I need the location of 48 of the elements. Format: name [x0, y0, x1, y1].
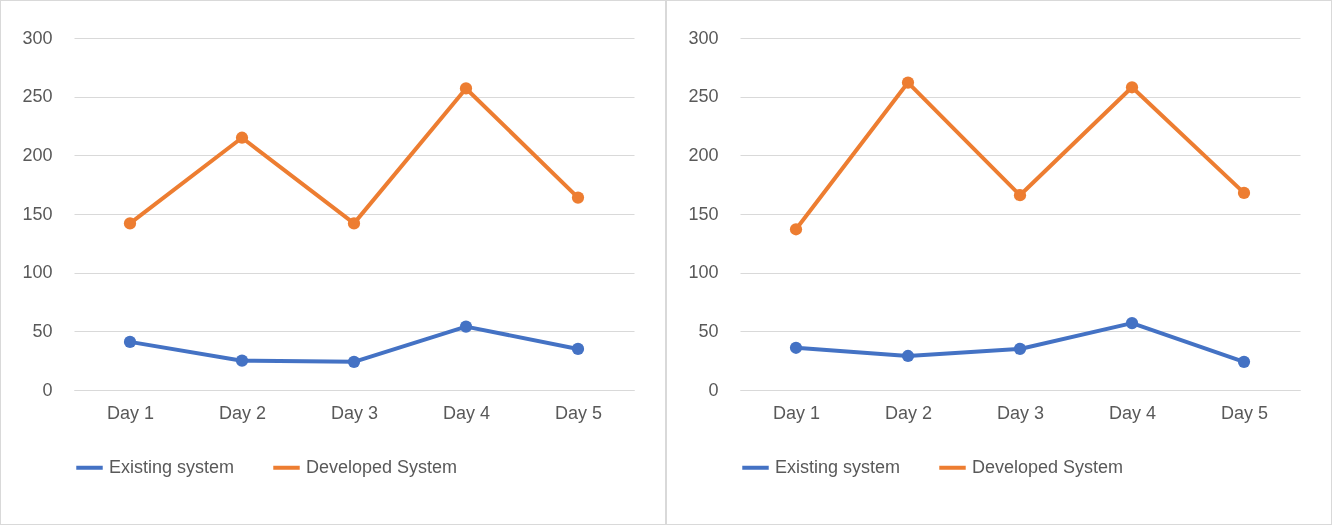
point [235, 131, 249, 144]
y-tick-label: 0 [42, 379, 53, 400]
y-tick-label: 250 [688, 86, 719, 107]
legend-label: Existing system [109, 456, 235, 477]
point [1013, 189, 1027, 202]
y-tick-label: 300 [688, 27, 719, 48]
point [789, 223, 803, 236]
x-tick-label: Day 2 [884, 402, 933, 423]
y-tick-label: 250 [22, 86, 53, 107]
y-tick-label: 50 [32, 320, 53, 341]
x-tick-label: Day 3 [996, 402, 1045, 423]
point [789, 341, 803, 354]
point [1125, 81, 1139, 94]
y-tick-label: 150 [22, 203, 53, 224]
x-tick-label: Day 4 [1108, 402, 1157, 423]
x-tick-label: Day 3 [330, 402, 379, 423]
point [123, 335, 137, 349]
y-tick-label: 100 [22, 262, 53, 283]
legend-label: Developed System [972, 456, 1124, 477]
y-tick-label: 100 [688, 262, 719, 283]
x-tick-label: Day 4 [442, 402, 491, 423]
y-tick-label: 200 [688, 144, 719, 165]
legend-label: Existing system [775, 456, 901, 477]
x-tick-label: Day 1 [772, 402, 821, 423]
x-tick-label: Day 5 [554, 402, 603, 423]
x-tick-label: Day 2 [218, 402, 267, 423]
x-tick-label: Day 1 [106, 402, 155, 423]
y-tick-label: 300 [22, 27, 53, 48]
legend-label: Developed System [306, 456, 458, 477]
point [347, 355, 361, 368]
y-tick-label: 200 [22, 144, 53, 165]
point [571, 191, 585, 204]
y-tick-label: 50 [698, 320, 719, 341]
x-tick-label: Day 5 [1220, 402, 1269, 423]
point [571, 342, 585, 356]
point [1013, 342, 1027, 356]
point [123, 217, 137, 230]
point [1237, 186, 1251, 199]
point [459, 82, 473, 95]
point [1237, 355, 1251, 368]
point [459, 320, 473, 333]
point [347, 217, 361, 230]
point [901, 349, 915, 363]
y-tick-label: 0 [708, 379, 719, 400]
point [235, 354, 249, 367]
point [1125, 317, 1139, 330]
point [901, 76, 915, 89]
y-tick-label: 150 [688, 203, 719, 224]
